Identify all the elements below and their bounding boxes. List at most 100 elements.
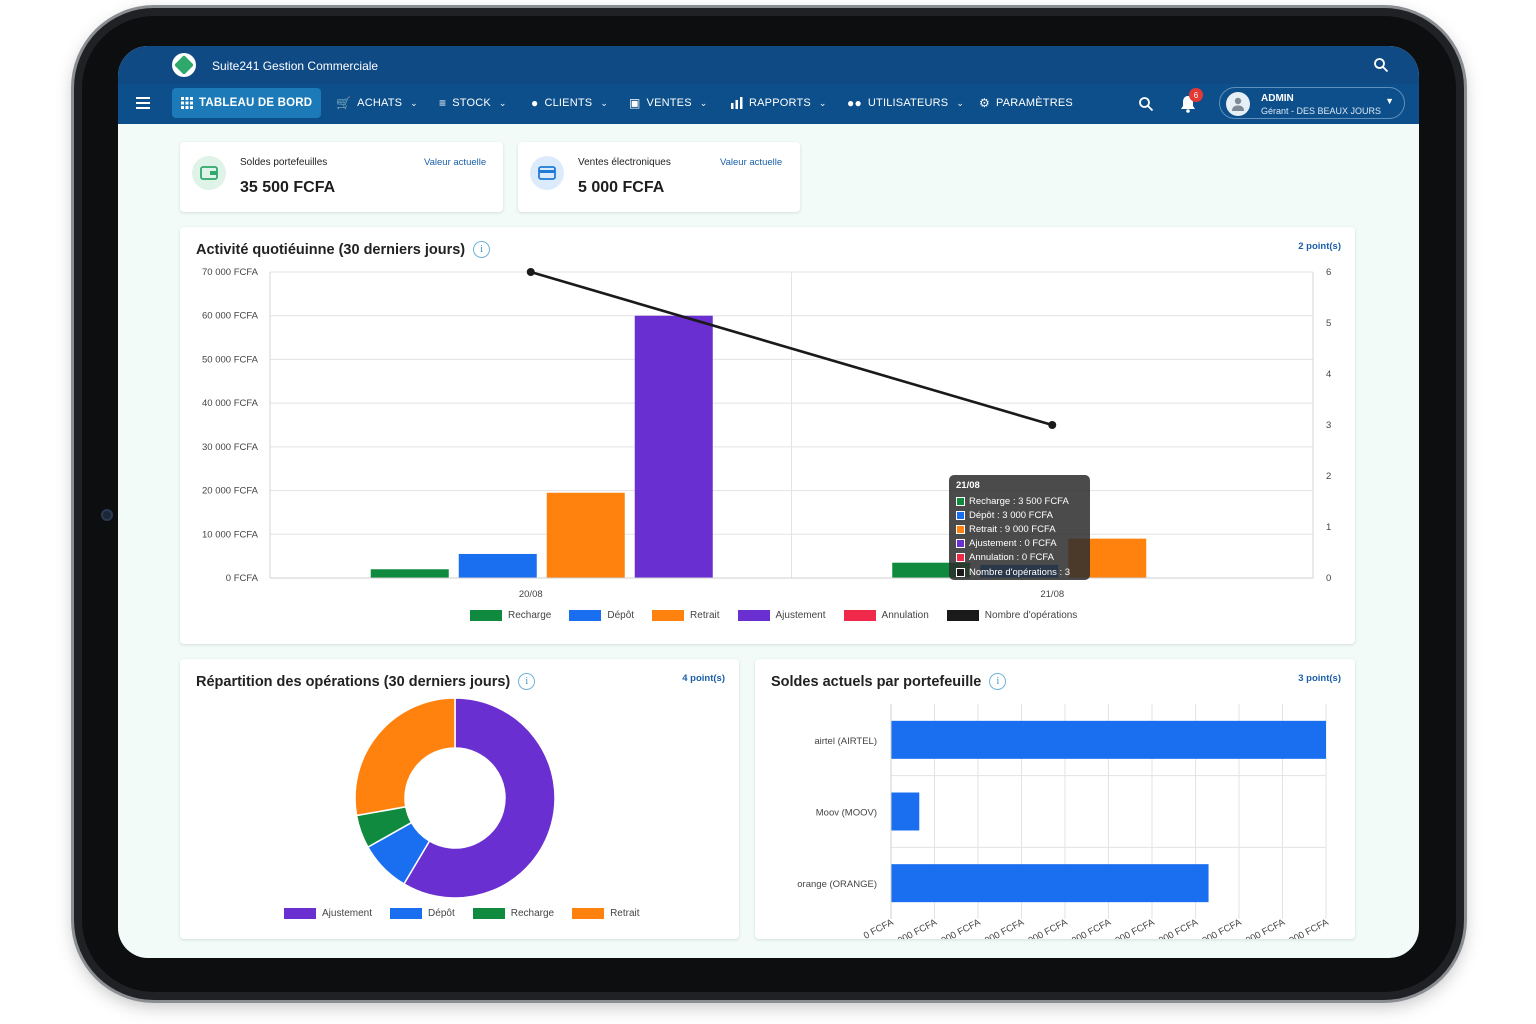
- tooltip-title: 21/08: [956, 480, 980, 491]
- y-category-label: Moov (MOOV): [816, 808, 877, 819]
- tooltip-text: Recharge : 3 500 FCFA: [969, 495, 1069, 507]
- user-menu[interactable]: ADMIN Gérant - DES BEAUX JOURS ▼: [1219, 87, 1405, 119]
- chart-title-text: Répartition des opérations (30 derniers …: [196, 673, 511, 690]
- legend-item[interactable]: Ajustement: [737, 610, 826, 621]
- x-tick-label: 21/08: [1040, 589, 1064, 600]
- bar-airtel: [891, 720, 1326, 759]
- nav-parametres[interactable]: ⚙ PARAMÈTRES: [970, 88, 1082, 118]
- bar-moov: [891, 792, 920, 831]
- kpi-link[interactable]: Valeur actuelle: [720, 157, 783, 168]
- legend-item[interactable]: Ajustement: [284, 908, 372, 919]
- users-icon: ●●: [847, 96, 862, 110]
- nav-tableau-de-bord[interactable]: TABLEAU DE BORD: [172, 88, 322, 118]
- user-name: ADMIN: [1261, 93, 1294, 104]
- tooltip-row: Retrait : 9 000 FCFA: [956, 522, 1083, 536]
- donut-chart: [354, 697, 556, 899]
- app-title: Suite241 Gestion Commerciale: [212, 59, 379, 73]
- chevron-down-icon: ⌄: [956, 97, 965, 108]
- tooltip-row: Recharge : 3 500 FCFA: [956, 494, 1083, 508]
- legend-label: Retrait: [690, 610, 720, 621]
- y-tick-label: 40 000 FCFA: [202, 398, 259, 409]
- kpi-link[interactable]: Valeur actuelle: [424, 157, 487, 168]
- gear-icon: ⚙: [979, 96, 990, 110]
- tooltip-text: Ajustement : 0 FCFA: [969, 538, 1057, 550]
- nav-utilisateurs[interactable]: ●● UTILISATEURS ⌄: [838, 88, 973, 118]
- person-icon: [1232, 97, 1244, 111]
- basket-icon: 🛒: [336, 96, 352, 110]
- nav-ventes[interactable]: ▣ VENTES ⌄: [620, 88, 717, 118]
- kpi-label: Soldes portefeuilles: [240, 157, 328, 168]
- chevron-down-icon: ⌄: [498, 97, 507, 108]
- nav-label: RAPPORTS: [749, 97, 811, 109]
- points-count: 2 point(s): [1298, 241, 1341, 252]
- tooltip-row: Dépôt : 3 000 FCFA: [956, 508, 1083, 522]
- kpi-card-ventes: Ventes électroniques 5 000 FCFA Valeur a…: [518, 142, 800, 212]
- legend-item[interactable]: Retrait: [572, 908, 640, 919]
- avatar: [1226, 92, 1250, 116]
- y-tick-label: 30 000 FCFA: [202, 442, 259, 453]
- legend-swatch: [737, 610, 770, 621]
- bar-orange: [891, 864, 1209, 903]
- person-icon: ●: [531, 96, 539, 110]
- legend-item[interactable]: Annulation: [843, 610, 929, 621]
- title-bar: Suite241 Gestion Commerciale: [118, 46, 1419, 84]
- info-icon[interactable]: i: [518, 673, 536, 690]
- x-tick-label: 2 000 FCFA: [889, 917, 940, 939]
- info-icon[interactable]: i: [989, 673, 1007, 690]
- chevron-down-icon: ⌄: [600, 97, 609, 108]
- user-role: Gérant - DES BEAUX JOURS: [1261, 106, 1382, 116]
- nav-achats[interactable]: 🛒 ACHATS ⌄: [327, 88, 427, 118]
- main-navbar: TABLEAU DE BORD 🛒 ACHATS ⌄ ≡ STOCK ⌄ ● CLI…: [118, 84, 1419, 124]
- y2-tick-label: 2: [1326, 471, 1331, 482]
- chart-title: Activité quotiéuinne (30 derniers jours)…: [196, 241, 491, 258]
- legend-item[interactable]: Nombre d'opérations: [946, 610, 1077, 621]
- search-icon[interactable]: [1373, 57, 1389, 73]
- legend-label: Retrait: [610, 908, 640, 919]
- menu-icon[interactable]: [136, 97, 150, 109]
- slice-ajustement: [402, 697, 556, 899]
- nav-label: CLIENTS: [544, 97, 593, 109]
- y-tick-label: 10 000 FCFA: [202, 529, 259, 540]
- y-category-label: orange (ORANGE): [797, 879, 877, 890]
- legend-swatch: [284, 908, 316, 919]
- legend-item[interactable]: Dépôt: [390, 908, 455, 919]
- chart-title: Soldes actuels par portefeuille i: [771, 673, 1007, 690]
- nav-rapports[interactable]: RAPPORTS ⌄: [722, 88, 836, 118]
- y-tick-label: 20 000 FCFA: [202, 486, 259, 497]
- points-count: 3 point(s): [1298, 673, 1341, 684]
- wallet-icon: [192, 156, 226, 190]
- database-icon: ≡: [439, 96, 447, 110]
- nav-stock[interactable]: ≡ STOCK ⌄: [430, 88, 516, 118]
- chart-legend: Ajustement Dépôt Recharge Retrait: [284, 908, 640, 919]
- bar-chart-icon: [731, 97, 743, 109]
- tooltip-row: Annulation : 0 FCFA: [956, 551, 1083, 565]
- register-icon: ▣: [629, 96, 641, 110]
- legend-label: Recharge: [508, 610, 552, 621]
- nav-clients[interactable]: ● CLIENTS ⌄: [522, 88, 617, 118]
- tooltip-text: Retrait : 9 000 FCFA: [969, 523, 1056, 535]
- legend-item[interactable]: Recharge: [470, 610, 551, 621]
- tooltip-row: Ajustement : 0 FCFA: [956, 537, 1083, 551]
- info-icon[interactable]: i: [473, 241, 491, 258]
- nav-label: UTILISATEURS: [867, 97, 949, 109]
- legend-swatch: [390, 908, 423, 919]
- legend-swatch: [843, 610, 876, 621]
- search-icon[interactable]: [1138, 96, 1154, 112]
- y-category-label: airtel (AIRTEL): [814, 736, 877, 747]
- legend-label: Dépôt: [428, 908, 455, 919]
- chevron-down-icon: ⌄: [699, 97, 708, 108]
- tooltip-text: Dépôt : 3 000 FCFA: [969, 509, 1053, 521]
- legend-label: Recharge: [510, 908, 555, 919]
- activity-chart-card: Activité quotiéuinne (30 derniers jours)…: [180, 227, 1355, 644]
- chart-title-text: Activité quotiéuinne (30 derniers jours): [196, 241, 466, 258]
- chevron-down-icon: ⌄: [818, 97, 827, 108]
- line-point: [1048, 421, 1057, 429]
- legend-swatch: [472, 908, 505, 919]
- y-tick-label: 50 000 FCFA: [202, 354, 259, 365]
- kpi-card-soldes: Soldes portefeuilles 35 500 FCFA Valeur …: [180, 142, 503, 212]
- chart-legend: Recharge Dépôt Retrait Ajustement Annulation…: [470, 610, 1077, 621]
- legend-swatch: [652, 610, 685, 621]
- legend-item[interactable]: Dépôt: [569, 610, 634, 621]
- legend-item[interactable]: Retrait: [652, 610, 720, 621]
- legend-item[interactable]: Recharge: [472, 908, 555, 919]
